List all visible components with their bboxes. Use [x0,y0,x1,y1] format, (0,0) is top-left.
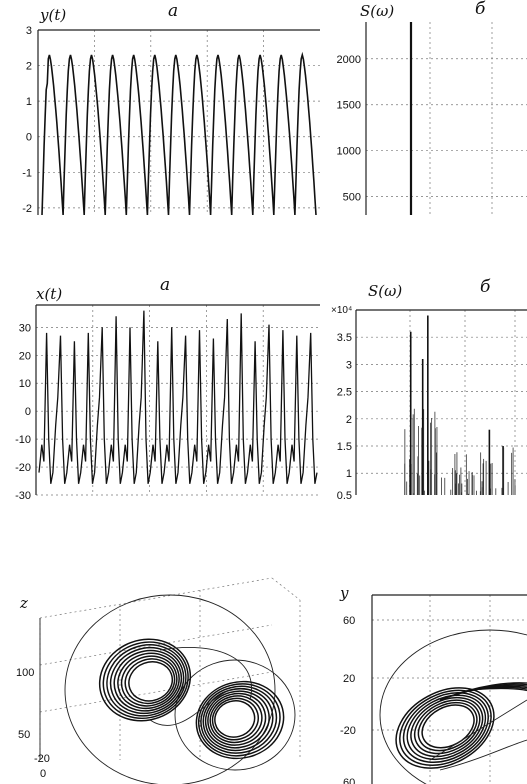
attractor-2d-lobe [406,694,487,761]
attractor-3d-right-lobe [200,685,278,754]
spec2-ytick-label: 0.5 [337,490,352,502]
attractor-2d-ytick-1: 20 [343,673,355,685]
yt-ytick-label: 1 [26,96,32,108]
spec2-axes [355,309,527,495]
attractor-3d-trajectory [64,594,296,784]
attractor-2d-ylabel: y [339,584,349,602]
panel-attractor-3d: z 100 50 -20 0 [16,577,301,784]
attractor-3d-right-lobe [211,697,259,741]
spec2-panel-letter: б [480,277,491,297]
attractor-2d-crossing [429,699,527,771]
attractor-3d-crossing [149,647,252,726]
xt-ylabel: x(t) [36,285,62,303]
spec2-ytick-label: 1.5 [337,441,352,453]
spec1-ytick-label: 1500 [337,100,361,112]
spec2-ytick-label: 2 [346,414,352,426]
spec1-ytick-label: 500 [343,192,361,204]
xt-axes [35,304,320,495]
panel-attractor-2d: y 60 20 -20 60 [339,584,527,784]
xt-ytick-label: -10 [15,434,31,446]
attractor-2d-lobe [417,701,478,752]
yt-axes [37,29,320,215]
attractor-3d-ytick-0: -20 [34,753,50,765]
attractor-3d-left-lobe [109,646,185,715]
spec1-panel-letter: б [475,0,486,19]
attractor-3d-left-lobe [124,658,176,705]
xt-panel-letter: a [160,275,170,295]
attractor-2d-lobe [395,687,495,769]
spec2-ytick-label: 3 [346,359,352,371]
attractor-2d-axes [371,594,527,784]
attractor-2d-lobe [413,699,481,755]
attractor-3d-right-lobe [202,688,274,752]
attractor-2d-lobe [410,696,484,758]
panel-spectrum-chaotic: S(ω) б ×10⁴ 3.5 3 2.5 2 1.5 1 0.5 [331,277,527,502]
attractor-2d-lobe [402,692,489,763]
attractor-3d-left-lobe [128,661,174,702]
attractor-2d-ytick-3: 60 [343,777,355,784]
spec2-ytick-label: 2.5 [337,387,352,399]
xt-ytick-label: -30 [15,490,31,502]
spec2-ytick-label: 3.5 [337,332,352,344]
panel-yt: y(t) a 3 2 1 0 -1 -2 [22,1,320,216]
attractor-3d-right-lobe [197,683,281,757]
yt-ylabel: y(t) [39,6,66,24]
attractor-3d-right-lobe [209,695,263,744]
xt-ytick-label: 0 [25,406,31,418]
spec1-ytick-label: 2000 [337,54,361,66]
spec2-ytick-label: 1 [346,468,352,480]
xt-ytick-label: -20 [15,462,31,474]
spec1-ylabel: S(ω) [360,2,394,20]
attractor-3d-outer-orbit [174,659,296,771]
attractor-3d-outer-orbit [64,594,276,784]
attractor-2d-outer-orbit [379,629,527,784]
attractor-3d-left-lobe [102,641,189,720]
xt-series-line [38,310,318,484]
yt-ytick-label: -2 [22,203,32,215]
attractor-2d-band [463,686,527,693]
attractor-3d-box [39,577,301,760]
attractor-2d-lobe [399,689,492,766]
attractor-3d-zlabel: z [19,594,28,612]
yt-ytick-label: 2 [26,61,32,73]
xt-ytick-label: 20 [19,350,31,362]
attractor-2d-ytick-0: 60 [343,615,355,627]
attractor-2d-trajectory [379,629,527,784]
panel-xt: x(t) a 30 20 10 0 -10 -20 -30 [15,275,320,502]
attractor-3d-right-lobe [214,700,256,738]
attractor-3d-right-lobe [207,692,267,746]
xt-ytick-label: 30 [19,322,31,334]
xt-ytick-label: 10 [19,378,31,390]
spec1-ytick-label: 1000 [337,146,361,158]
attractor-3d-ztick-1: 50 [18,729,30,741]
attractor-3d-right-lobe [195,680,285,760]
attractor-3d-ztick-0: 100 [16,667,34,679]
attractor-3d-left-lobe [98,638,192,722]
attractor-3d-right-lobe [204,690,270,749]
panel-spectrum-periodic: S(ω) б 2000 1500 1000 500 [337,0,527,215]
attractor-3d-left-lobe [117,652,180,710]
attractor-3d-left-lobe [120,655,178,707]
yt-ytick-label: -1 [22,167,32,179]
yt-panel-letter: a [168,1,178,21]
attractor-3d-left-lobe [106,644,187,717]
yt-ytick-label: 3 [26,25,32,37]
yt-series-line [41,51,317,216]
attractor-2d-band [469,687,527,692]
attractor-3d-ytick-1: 0 [40,768,46,780]
spec2-scale-label: ×10⁴ [331,305,352,316]
attractor-2d-ytick-2: -20 [340,725,356,737]
attractor-3d-left-lobe [113,649,183,712]
spec2-ylabel: S(ω) [368,282,402,300]
yt-ytick-label: 0 [26,132,32,144]
